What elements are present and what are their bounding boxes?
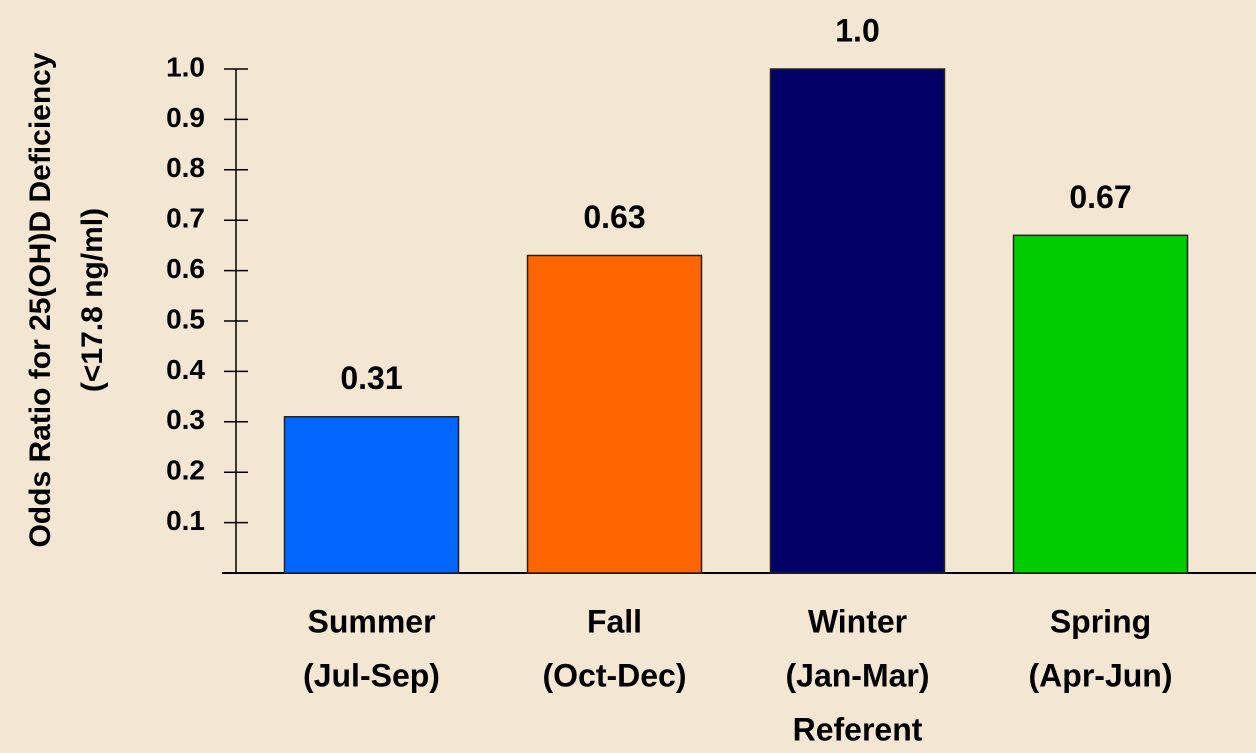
x-tick-label: Spring [1050, 603, 1151, 639]
bar [769, 68, 946, 574]
y-tick-label: 0.2 [166, 455, 205, 486]
y-axis-label: Odds Ratio for 25(OH)D Deficiency (<17.8… [24, 52, 109, 547]
x-tick-label: Summer [307, 603, 435, 639]
x-tick-label: (Oct-Dec) [542, 657, 686, 693]
bar [1012, 234, 1189, 574]
x-tick-label: (Jul-Sep) [303, 657, 440, 693]
y-tick-label: 0.3 [166, 404, 205, 435]
value-label: 0.67 [1069, 179, 1131, 215]
y-tick-label: 0.9 [166, 102, 205, 133]
bar [283, 416, 460, 574]
bar [526, 254, 703, 574]
y-axis-label-line: Odds Ratio for 25(OH)D Deficiency [24, 52, 57, 547]
y-tick-label: 0.7 [166, 203, 205, 234]
x-tick-label: Winter [808, 603, 907, 639]
x-tick-label: Fall [587, 603, 642, 639]
y-tick-label: 0.8 [166, 152, 205, 183]
x-tick-label: Referent [793, 711, 923, 747]
y-tick-label: 1.0 [166, 51, 205, 82]
value-label: 0.63 [583, 199, 645, 235]
y-tick-label: 0.5 [166, 303, 205, 334]
y-axis-label-line: (<17.8 ng/ml) [76, 208, 109, 392]
y-tick-label: 0.6 [166, 253, 205, 284]
x-tick-label: (Apr-Jun) [1029, 657, 1173, 693]
y-tick-label: 0.1 [166, 505, 205, 536]
value-label: 1.0 [835, 12, 879, 48]
x-tick-label: (Jan-Mar) [785, 657, 929, 693]
value-label: 0.31 [340, 360, 402, 396]
y-tick-label: 0.4 [166, 354, 205, 385]
